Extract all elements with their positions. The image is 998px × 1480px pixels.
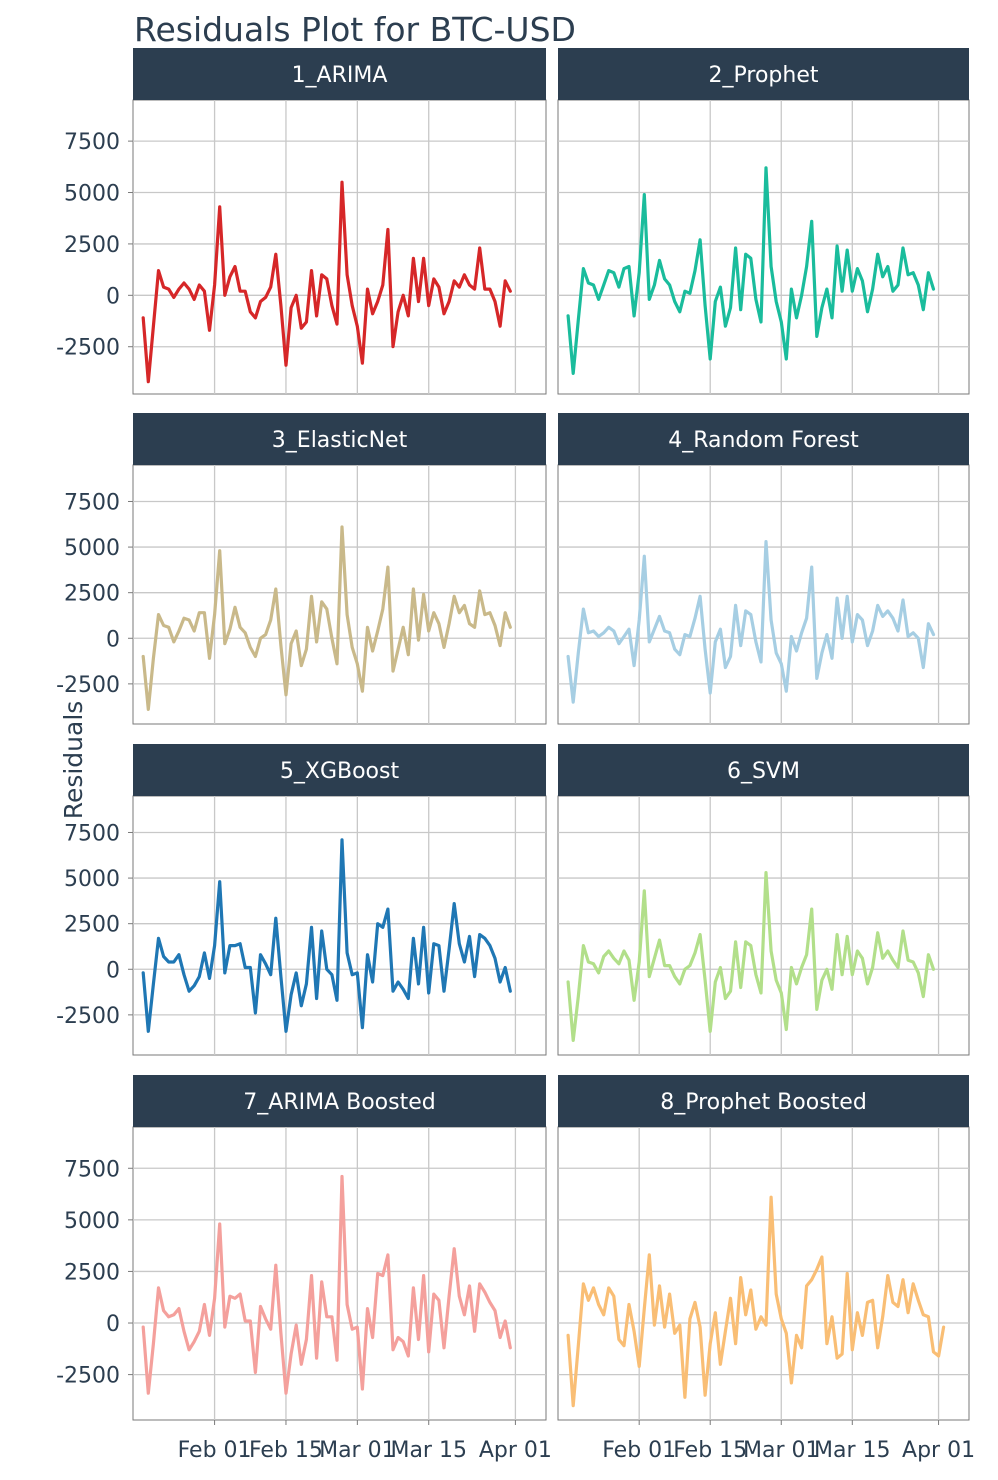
series-line-5-xgboost (141, 838, 512, 1033)
strip-label-2-prophet: 2_Prophet (709, 63, 819, 88)
y-tick-label: 5000 (64, 182, 120, 207)
y-tick-label: -2500 (56, 336, 120, 361)
y-tick-label: -2500 (56, 1004, 120, 1029)
series-line-2-prophet (566, 166, 936, 375)
strip-3-elasticnet (133, 413, 546, 465)
y-tick-label: 0 (106, 958, 120, 983)
x-tick-label: Apr 01 (479, 1438, 552, 1463)
y-tick-label: 2500 (64, 913, 120, 938)
strip-4-random-forest (558, 413, 969, 465)
chart-title: Residuals Plot for BTC-USD (134, 10, 576, 49)
y-tick-label: 7500 (64, 821, 120, 846)
series-line-1-arima (141, 180, 512, 384)
strip-label-4-random-forest: 4_Random Forest (668, 428, 859, 453)
y-tick-label: 5000 (64, 867, 120, 892)
panel-frame-8-prophet-boosted (557, 1126, 970, 1421)
series-line-6-svm (566, 870, 936, 1043)
x-tick-label: Mar 15 (814, 1438, 891, 1463)
y-tick-label: 2500 (64, 1260, 120, 1285)
y-axis-label: Residuals (58, 700, 88, 820)
x-tick-label: Feb 15 (249, 1438, 323, 1463)
strip-7-arima-boosted (133, 1075, 546, 1127)
x-tick-label: Feb 01 (602, 1438, 676, 1463)
y-tick-label: 0 (106, 627, 120, 652)
strip-2-prophet (558, 48, 969, 100)
x-tick-label: Apr 01 (902, 1438, 975, 1463)
strip-label-7-arima-boosted: 7_ARIMA Boosted (243, 1090, 435, 1115)
series-line-7-arima-boosted (141, 1174, 512, 1395)
y-tick-label: -2500 (56, 673, 120, 698)
x-tick-label: Mar 15 (390, 1438, 467, 1463)
series-line-4-random-forest (566, 539, 936, 704)
y-tick-label: 5000 (64, 1209, 120, 1234)
y-tick-label: 5000 (64, 536, 120, 561)
y-tick-label: 2500 (64, 233, 120, 258)
strip-6-svm (558, 744, 969, 796)
strip-label-3-elasticnet: 3_ElasticNet (272, 428, 408, 453)
strip-5-xgboost (133, 744, 546, 796)
y-tick-label: 7500 (64, 490, 120, 515)
y-tick-label: 7500 (64, 130, 120, 155)
y-tick-label: 7500 (64, 1157, 120, 1182)
x-tick-label: Feb 01 (178, 1438, 252, 1463)
y-tick-label: 0 (106, 284, 120, 309)
y-tick-label: -2500 (56, 1364, 120, 1389)
x-tick-label: Feb 15 (673, 1438, 747, 1463)
strip-label-6-svm: 6_SVM (727, 759, 800, 784)
x-tick-label: Mar 01 (743, 1438, 820, 1463)
x-tick-label: Mar 01 (319, 1438, 396, 1463)
y-tick-label: 2500 (64, 582, 120, 607)
series-line-8-prophet-boosted (566, 1195, 946, 1408)
strip-1-arima (133, 48, 546, 100)
y-tick-label: 0 (106, 1312, 120, 1337)
strip-label-1-arima: 1_ARIMA (292, 63, 388, 88)
strip-label-5-xgboost: 5_XGBoost (280, 759, 400, 784)
strip-label-8-prophet-boosted: 8_Prophet Boosted (660, 1090, 867, 1115)
strip-8-prophet-boosted (558, 1075, 969, 1127)
series-line-3-elasticnet (141, 525, 512, 712)
